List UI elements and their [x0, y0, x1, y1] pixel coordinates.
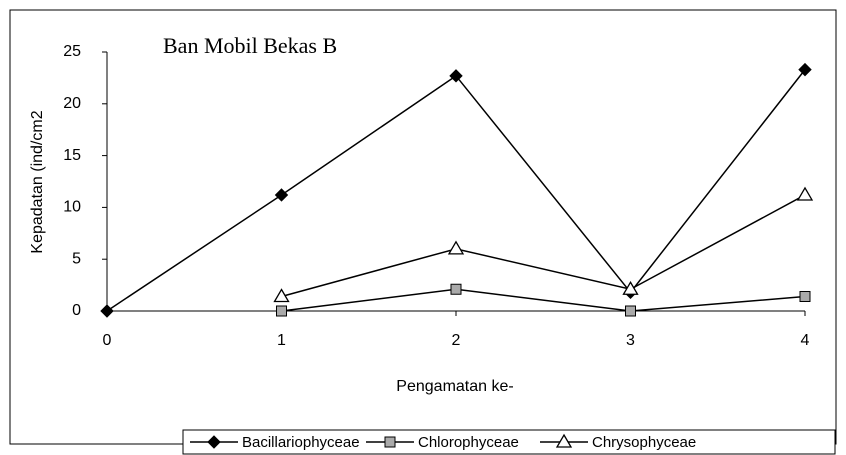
data-point [274, 188, 289, 202]
legend-label: Chrysophyceae [592, 434, 696, 451]
y-tick-label: 20 [63, 95, 81, 112]
x-tick-label: 0 [103, 332, 112, 349]
chart-title: Ban Mobil Bekas B [163, 33, 337, 58]
y-tick-label: 10 [63, 199, 81, 216]
x-tick-label: 2 [452, 332, 461, 349]
data-point [622, 280, 639, 295]
y-tick-label: 25 [63, 43, 81, 60]
x-tick-label: 4 [801, 332, 810, 349]
data-point [796, 186, 814, 201]
data-point [100, 304, 114, 318]
data-point [276, 305, 287, 317]
y-tick-label: 0 [72, 302, 81, 319]
series-line [281, 288, 806, 312]
y-tick-label: 5 [72, 250, 81, 267]
legend-marker [207, 435, 221, 449]
data-point [447, 240, 465, 255]
y-axis-label: Kepadatan (ind/cm2 [29, 110, 46, 253]
data-point [450, 283, 462, 295]
x-axis-label: Pengamatan ke- [396, 378, 513, 395]
legend-label: Chlorophyceae [418, 434, 519, 451]
data-point [798, 62, 812, 77]
x-tick-label: 1 [277, 332, 286, 349]
data-point [273, 288, 290, 303]
legend-box [182, 429, 836, 455]
data-point [449, 69, 463, 83]
data-point [799, 290, 811, 302]
legend-marker [384, 436, 396, 448]
legend-marker [555, 433, 573, 448]
x-tick-label: 3 [626, 332, 635, 349]
series-line [281, 194, 806, 298]
legend-label: Bacillariophyceae [242, 434, 360, 451]
data-point [625, 305, 636, 317]
y-tick-label: 15 [63, 147, 81, 164]
series-line [106, 69, 806, 312]
